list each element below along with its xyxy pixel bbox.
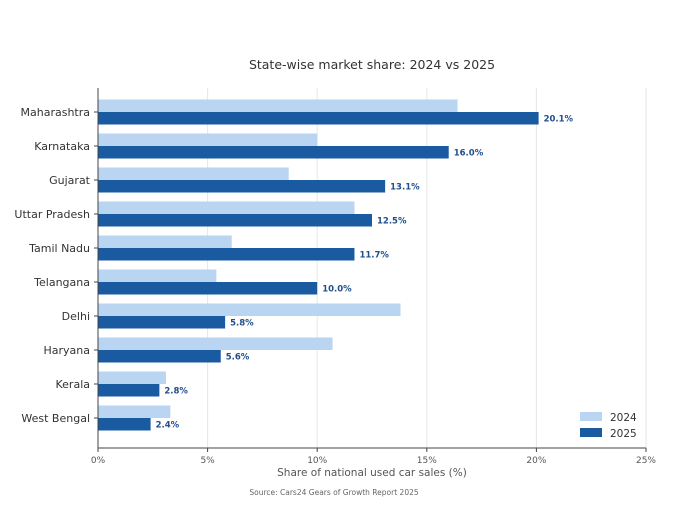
legend-swatch-2024 (580, 412, 602, 421)
category-label: West Bengal (21, 412, 90, 425)
category-label: Haryana (44, 344, 91, 357)
category-label: Telangana (33, 276, 90, 289)
data-label-2025: 16.0% (454, 149, 484, 159)
bar-2024 (98, 133, 318, 146)
bar-2025 (98, 248, 355, 261)
data-label-2025: 12.5% (377, 217, 407, 227)
legend-swatch-2025 (580, 428, 602, 437)
bar-2024 (98, 371, 166, 384)
x-tick-label: 0% (91, 456, 106, 466)
x-tick-label: 15% (417, 456, 437, 466)
legend: 2024 2025 (580, 412, 637, 440)
bar-2024 (98, 235, 232, 248)
data-label-2025: 10.0% (322, 285, 352, 295)
category-label: Uttar Pradesh (14, 208, 90, 221)
bar-2024 (98, 303, 401, 316)
data-label-2025: 5.6% (226, 353, 250, 363)
bar-2025 (98, 180, 386, 193)
bar-2024 (98, 167, 289, 180)
data-label-2025: 20.1% (544, 115, 574, 125)
source-note: Source: Cars24 Gears of Growth Report 20… (249, 488, 419, 497)
bar-2025 (98, 418, 151, 431)
data-label-2025: 5.8% (230, 319, 254, 329)
legend-label-2024: 2024 (610, 412, 637, 424)
data-label-2025: 2.8% (164, 387, 188, 397)
data-label-2025: 11.7% (359, 251, 389, 261)
legend-label-2025: 2025 (610, 428, 637, 440)
x-tick-label: 25% (636, 456, 656, 466)
category-label: Delhi (62, 310, 90, 323)
bar-2024 (98, 405, 171, 418)
x-tick-label: 10% (307, 456, 327, 466)
category-label: Gujarat (49, 174, 91, 187)
category-label: Tamil Nadu (28, 242, 90, 255)
bar-2025 (98, 214, 372, 227)
data-label-2025: 2.4% (156, 421, 180, 431)
x-tick-label: 5% (200, 456, 215, 466)
x-tick-label: 20% (526, 456, 546, 466)
bar-2025 (98, 316, 226, 329)
category-label: Karnataka (34, 140, 90, 153)
bar-2025 (98, 146, 449, 159)
chart-title: State-wise market share: 2024 vs 2025 (249, 57, 495, 72)
bar-2025 (98, 112, 539, 125)
category-label: Kerala (56, 378, 91, 391)
bar-2024 (98, 269, 217, 282)
bar-2024 (98, 337, 333, 350)
bar-2025 (98, 282, 318, 295)
bar-2024 (98, 201, 355, 214)
data-label-2025: 13.1% (390, 183, 420, 193)
bar-2025 (98, 350, 221, 363)
bar-2025 (98, 384, 160, 397)
x-axis-label: Share of national used car sales (%) (277, 467, 467, 479)
category-label: Maharashtra (21, 106, 91, 119)
bar-2024 (98, 99, 458, 112)
